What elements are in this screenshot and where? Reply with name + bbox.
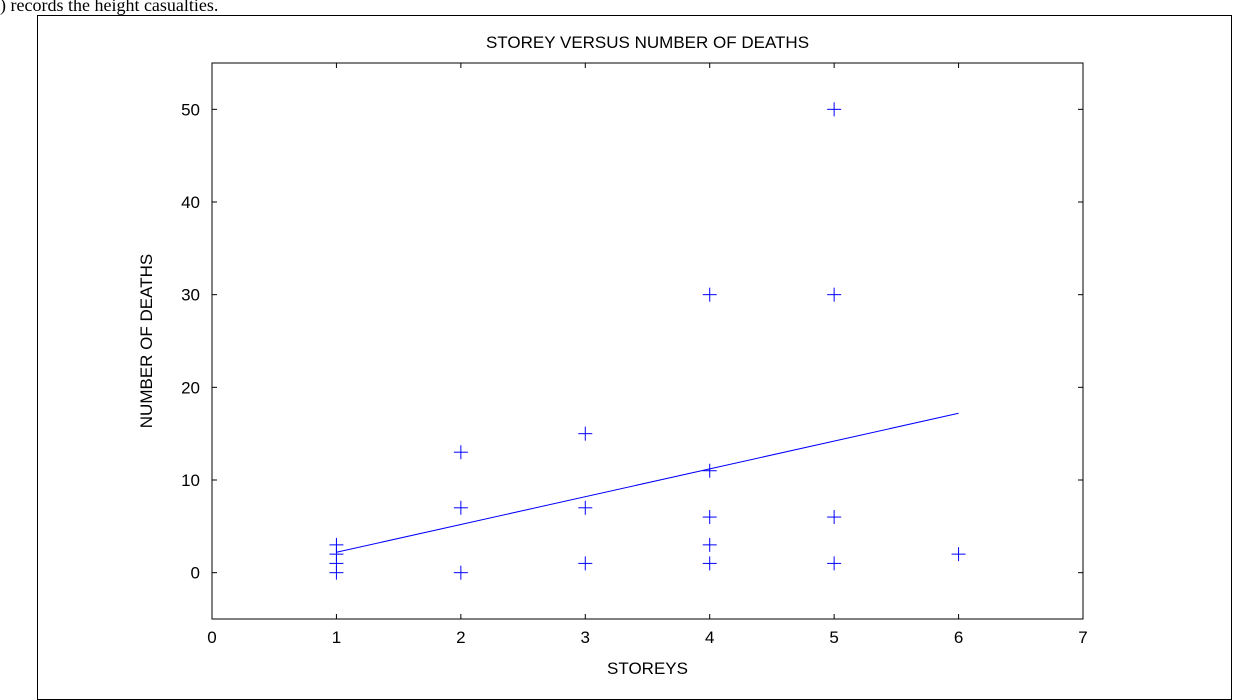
data-point (702, 537, 717, 552)
data-point (453, 500, 468, 515)
data-point (578, 426, 593, 441)
caption-text: ) records the height casualties. (0, 0, 219, 15)
figure-frame (37, 15, 1232, 700)
plot-area (211, 62, 1084, 620)
y-axis-label: NUMBER OF DEATHS (137, 254, 156, 428)
y-axis: 0 10 20 30 40 50 (181, 100, 1083, 583)
x-axis: 0 1 2 3 4 5 6 7 (207, 63, 1088, 647)
y-tick-label: 50 (181, 100, 200, 119)
data-series (329, 102, 966, 580)
y-tick-label: 20 (181, 378, 200, 397)
data-point (827, 510, 842, 525)
data-point (578, 500, 593, 515)
data-point (453, 565, 468, 580)
data-point (827, 287, 842, 302)
data-point (827, 102, 842, 117)
x-tick-label: 3 (581, 628, 590, 647)
x-tick-label: 6 (954, 628, 963, 647)
data-point (702, 463, 717, 478)
data-point (702, 556, 717, 571)
x-tick-label: 0 (207, 628, 216, 647)
x-tick-label: 1 (332, 628, 341, 647)
y-tick-label: 10 (181, 471, 200, 490)
y-tick-label: 40 (181, 193, 200, 212)
data-point (329, 537, 344, 552)
x-axis-label: STOREYS (607, 659, 688, 678)
data-point (578, 556, 593, 571)
x-tick-label: 4 (705, 628, 714, 647)
fit-line (336, 412, 959, 553)
data-point (951, 547, 966, 562)
data-point (453, 445, 468, 460)
data-point (702, 510, 717, 525)
fit-line-group (336, 412, 959, 553)
x-tick-label: 2 (456, 628, 465, 647)
y-tick-label: 30 (181, 286, 200, 305)
x-tick-label: 5 (829, 628, 838, 647)
data-point (827, 556, 842, 571)
data-point (702, 287, 717, 302)
y-tick-label: 0 (191, 564, 200, 583)
x-tick-label: 7 (1078, 628, 1087, 647)
chart-title: STOREY VERSUS NUMBER OF DEATHS (486, 33, 809, 52)
